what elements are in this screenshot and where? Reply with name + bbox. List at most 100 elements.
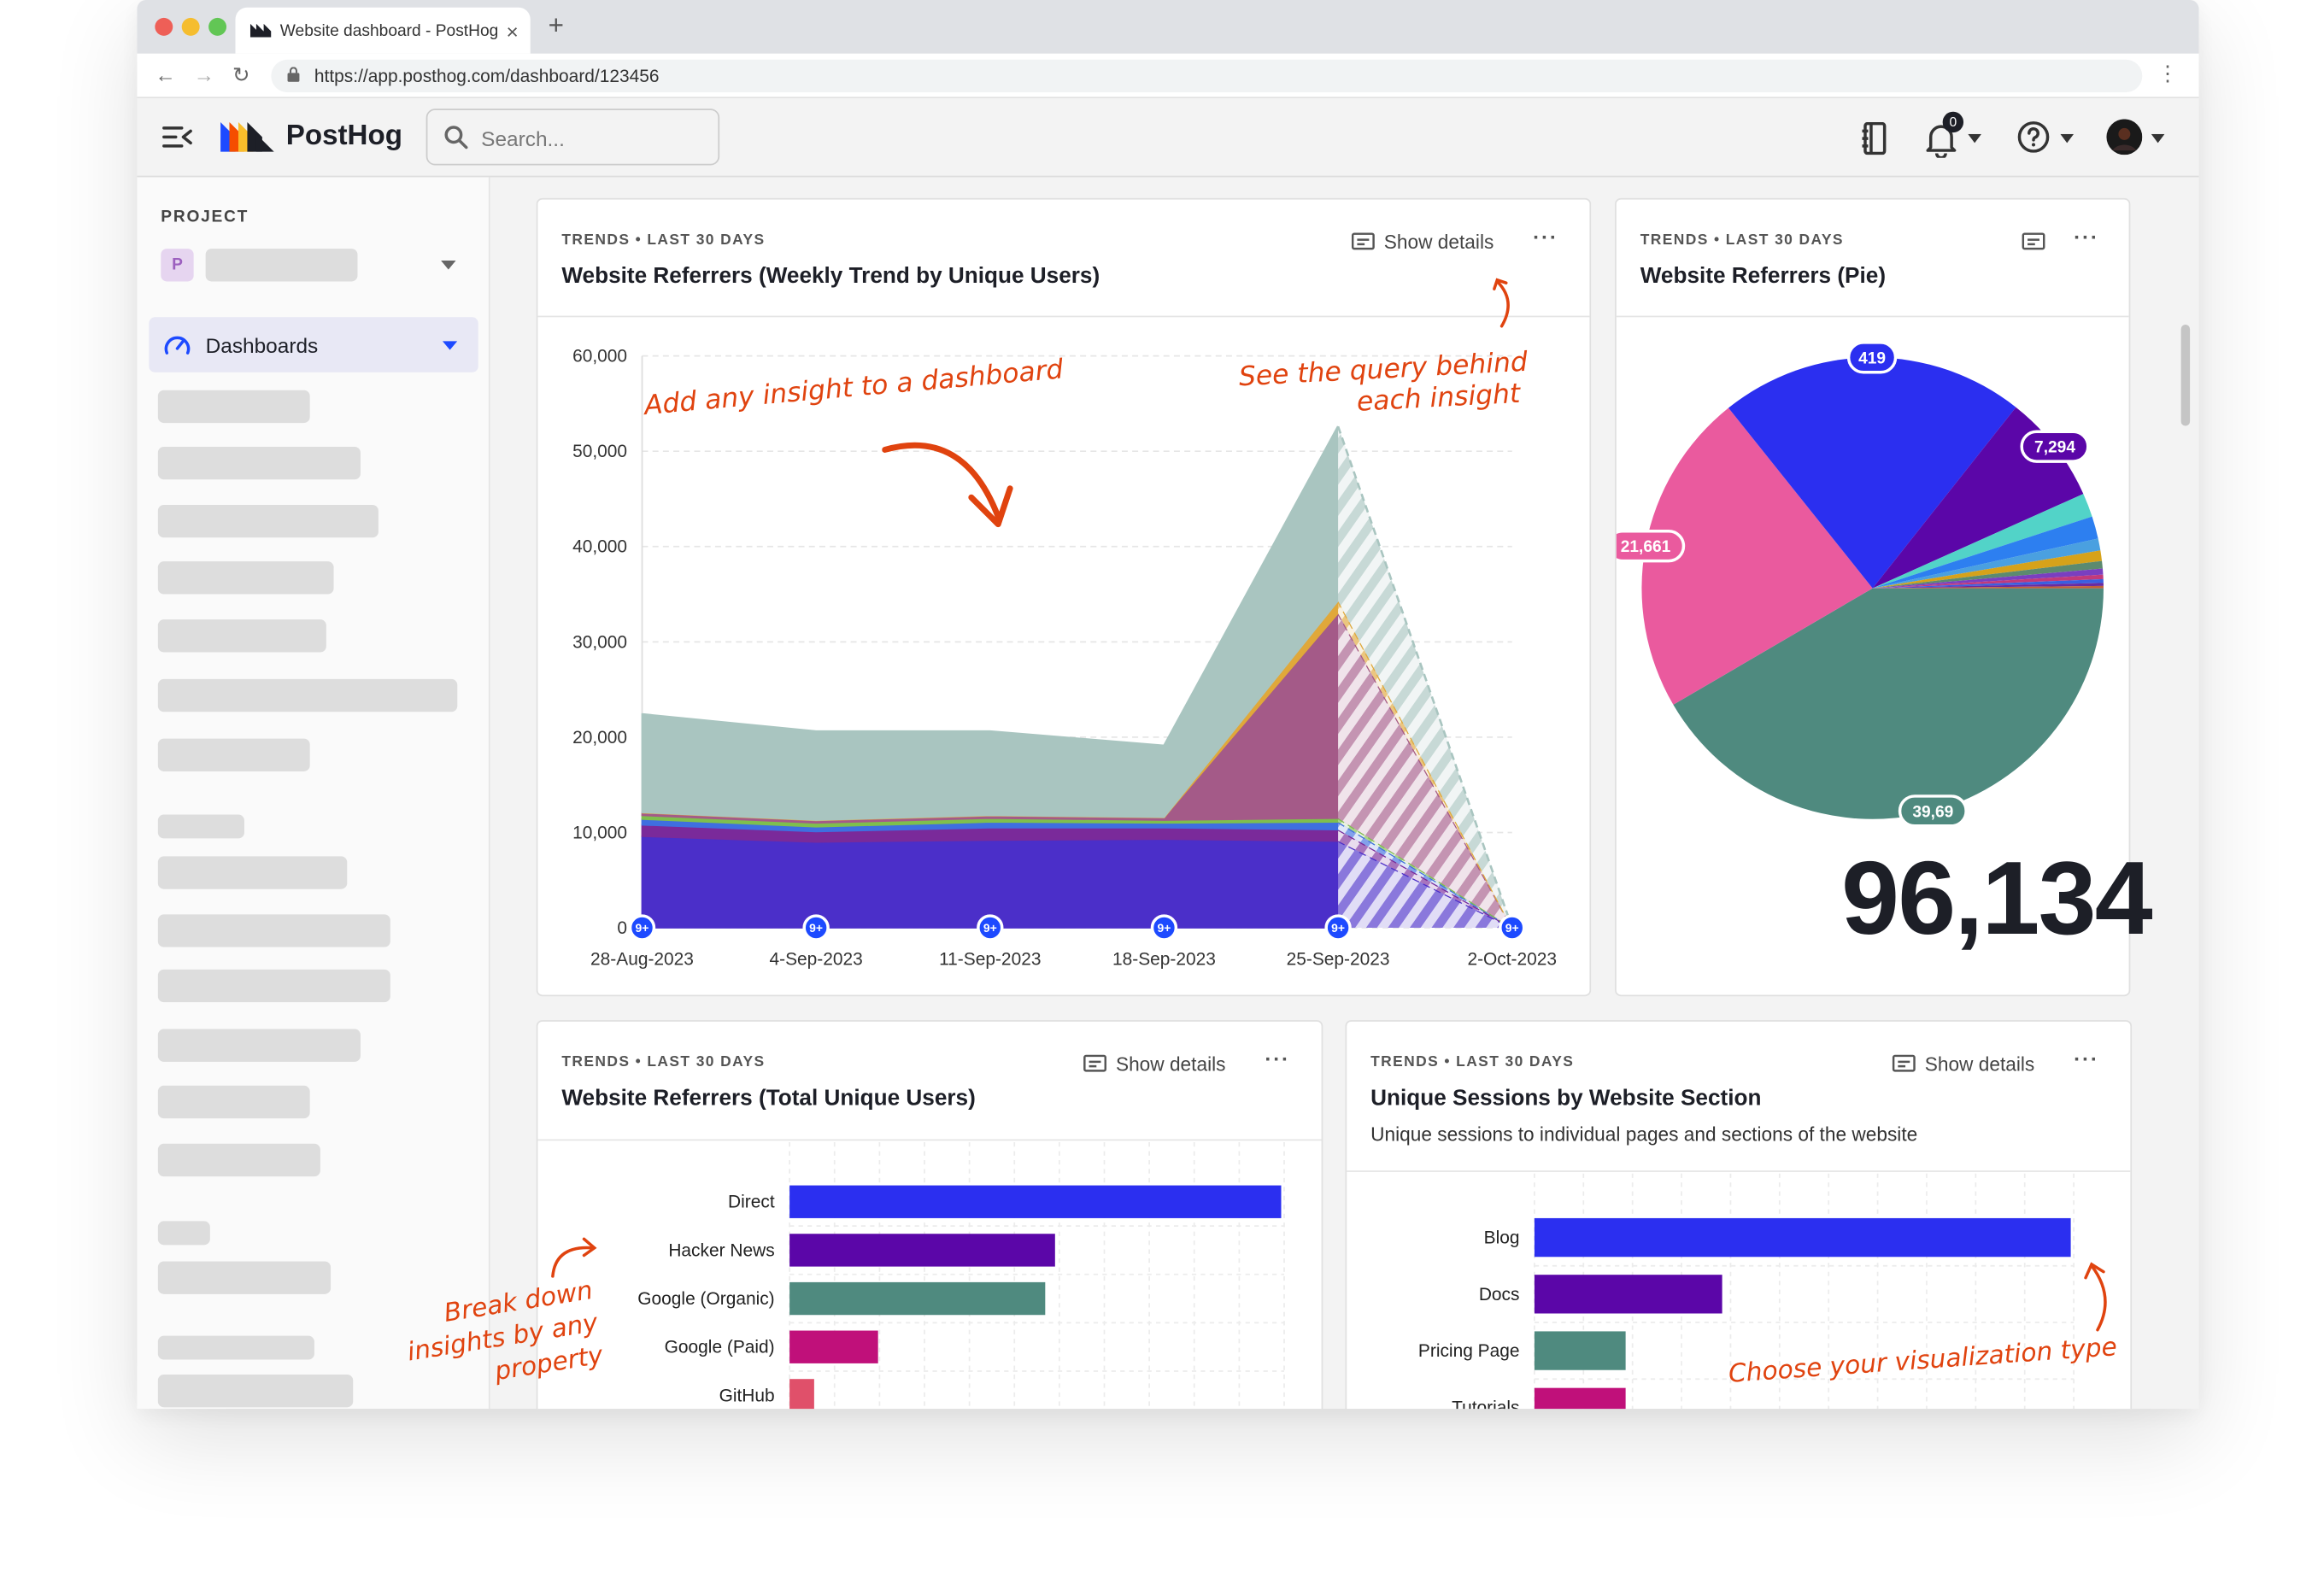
pie-slice[interactable] [1872, 578, 2104, 589]
pie-slice[interactable] [1728, 357, 2016, 589]
sidebar-item-placeholder[interactable] [157, 1374, 354, 1408]
close-tab-icon[interactable]: × [506, 19, 519, 44]
notebook-icon[interactable] [1861, 121, 1887, 155]
x-tick-label: 18-Sep-2023 [1112, 950, 1216, 970]
category-label: Docs [1479, 1285, 1520, 1305]
close-window-button[interactable] [155, 17, 173, 36]
pie-slice[interactable] [1872, 538, 2101, 589]
series-line-incomplete [1336, 600, 1513, 929]
category-label: Google (Organic) [637, 1289, 774, 1309]
help-button[interactable] [2017, 119, 2077, 157]
bar[interactable] [1534, 1275, 1722, 1314]
forward-arrow-icon[interactable]: → [193, 62, 215, 87]
sidebar-item-placeholder[interactable] [157, 1261, 332, 1294]
sidebar-item-placeholder[interactable] [157, 504, 379, 538]
pie-slice[interactable] [1872, 583, 2104, 589]
pie-slice[interactable] [1872, 550, 2103, 589]
series-line [642, 425, 1340, 748]
category-label: Tutorials [1452, 1398, 1519, 1409]
annotation-marker[interactable] [1324, 914, 1352, 941]
y-tick-label: 30,000 [572, 632, 627, 652]
pie-slice[interactable] [1872, 585, 2104, 589]
y-tick-label: 50,000 [572, 442, 627, 461]
browser-tab[interactable]: Website dashboard - PostHog × [235, 7, 531, 54]
minimize-window-button[interactable] [181, 17, 200, 36]
show-details-button[interactable]: Show details [1351, 228, 1505, 258]
more-options-icon[interactable]: ··· [2074, 225, 2099, 249]
card-title[interactable]: Website Referrers (Total Unique Users) [561, 1085, 976, 1111]
posthog-logo-icon[interactable] [220, 119, 277, 152]
annotation-marker[interactable] [1499, 914, 1526, 941]
show-details-button[interactable]: Show details [1083, 1050, 1238, 1080]
bar[interactable] [789, 1281, 1046, 1316]
more-options-icon[interactable]: ··· [1533, 225, 1558, 249]
card-kicker: TRENDS • LAST 30 DAYS [561, 1054, 766, 1071]
bar[interactable] [789, 1330, 878, 1363]
notifications-button[interactable]: 0 [1925, 111, 1987, 161]
sidebar-item-placeholder[interactable] [157, 619, 326, 653]
more-options-icon[interactable]: ··· [1265, 1047, 1290, 1071]
search-input[interactable]: Search... [425, 108, 720, 166]
pie-slice[interactable] [1872, 494, 2092, 589]
sidebar-item-placeholder[interactable] [157, 738, 310, 771]
sidebar-item-placeholder[interactable] [157, 390, 310, 424]
sidebar: PROJECT P Dashboards [137, 177, 490, 1410]
annotation-marker[interactable] [628, 914, 656, 941]
logo-text[interactable]: PostHog [285, 120, 402, 152]
bar[interactable] [789, 1379, 814, 1410]
sidebar-item-placeholder[interactable] [157, 1143, 320, 1177]
menu-toggle-icon[interactable] [162, 125, 192, 149]
pie-slice[interactable] [1641, 407, 1873, 705]
area-series [641, 835, 1339, 929]
annotation-arrow-icon [551, 1237, 597, 1278]
details-icon[interactable] [2022, 232, 2045, 250]
sidebar-item-placeholder[interactable] [157, 446, 361, 480]
show-details-button[interactable]: Show details [1892, 1050, 2046, 1080]
bar[interactable] [1534, 1387, 1626, 1410]
bar[interactable] [1534, 1331, 1626, 1370]
details-icon [1083, 1054, 1106, 1072]
sidebar-item-placeholder[interactable] [157, 856, 348, 889]
pie-data-label-bg [2020, 430, 2090, 463]
pie-slice[interactable] [1872, 560, 2103, 589]
card-title[interactable]: Website Referrers (Pie) [1640, 263, 1887, 290]
main-scrollbar[interactable] [2180, 325, 2191, 426]
back-arrow-icon[interactable]: ← [155, 62, 176, 87]
sidebar-item-placeholder[interactable] [157, 561, 334, 595]
annotation-marker[interactable] [977, 914, 1004, 941]
sidebar-item-dashboards[interactable]: Dashboards [149, 317, 478, 372]
new-tab-icon[interactable]: + [548, 10, 564, 41]
notification-count-badge: 0 [1942, 111, 1964, 133]
annotation-marker[interactable] [1150, 914, 1178, 941]
pie-slice[interactable] [1872, 516, 2098, 589]
card-title[interactable]: Unique Sessions by Website Section [1370, 1085, 1762, 1111]
annotation-marker-label: 9+ [1157, 921, 1171, 935]
annotation-marker[interactable] [802, 914, 830, 941]
sidebar-item-placeholder[interactable] [157, 969, 390, 1003]
sidebar-item-placeholder[interactable] [157, 914, 390, 947]
bar[interactable] [789, 1185, 1282, 1218]
project-badge: P [161, 249, 194, 282]
sidebar-item-placeholder[interactable] [157, 1335, 314, 1360]
pie-slice[interactable] [1872, 568, 2104, 589]
card-title[interactable]: Website Referrers (Weekly Trend by Uniqu… [561, 263, 1100, 290]
project-switcher[interactable]: P [137, 237, 490, 290]
more-options-icon[interactable]: ··· [2074, 1047, 2099, 1071]
browser-menu-icon[interactable]: ⋮ [2157, 61, 2179, 85]
card-header: TRENDS • LAST 30 DAYS Website Referrers … [1616, 200, 2129, 318]
sidebar-item-placeholder[interactable] [157, 678, 458, 712]
address-field[interactable]: https://app.posthog.com/dashboard/123456 [271, 59, 2143, 93]
sidebar-item-placeholder[interactable] [157, 1029, 361, 1062]
user-menu-button[interactable] [2106, 119, 2166, 157]
category-label: Pricing Page [1418, 1341, 1520, 1361]
bar[interactable] [1534, 1217, 2071, 1258]
pie-slice[interactable] [1673, 588, 2104, 819]
tab-title: Website dashboard - PostHog [279, 22, 499, 41]
pie-slice[interactable] [1872, 574, 2104, 589]
maximize-window-button[interactable] [208, 17, 227, 36]
sidebar-item-placeholder[interactable] [157, 1085, 310, 1119]
card-subtitle: Unique sessions to individual pages and … [1370, 1123, 1918, 1146]
bar[interactable] [789, 1234, 1055, 1267]
reload-icon[interactable]: ↻ [232, 62, 250, 87]
y-tick-label: 0 [617, 918, 627, 938]
